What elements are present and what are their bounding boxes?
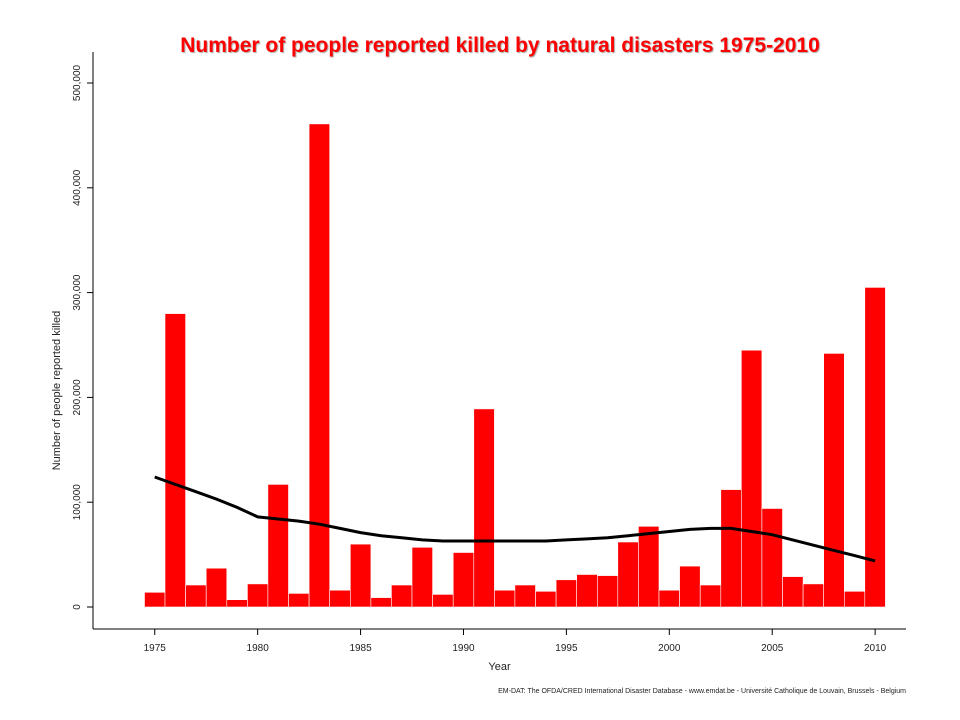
bar-1984	[329, 589, 351, 608]
bar-2007	[802, 583, 824, 608]
bar-1989	[432, 594, 454, 608]
bar-1979	[226, 599, 248, 608]
bars-group	[144, 123, 886, 608]
bar-1988	[411, 546, 433, 608]
bar-1983	[308, 123, 331, 608]
axes-group: 1975 1980 1985 1990 1995 2000 2005 2010 0 100,000…	[72, 52, 906, 654]
bar-1997	[596, 575, 619, 608]
bar-1994	[535, 590, 557, 608]
bar-2010	[864, 287, 886, 608]
x-tick-label-2000: 2000	[658, 643, 681, 654]
y-tick-label-300000: 300,000	[72, 274, 83, 311]
x-tick-label-1985: 1985	[349, 643, 372, 654]
x-tick-label-1980: 1980	[247, 643, 270, 654]
bar-1996	[576, 574, 598, 608]
bar-1986	[370, 597, 392, 608]
bar-1999	[638, 525, 660, 608]
bar-2003	[720, 489, 742, 608]
y-tick-label-500000: 500,000	[72, 64, 83, 101]
bar-1998	[617, 541, 639, 608]
y-tick-label-200000: 200,000	[72, 379, 83, 416]
bar-2001	[679, 565, 701, 608]
y-tick-label-400000: 400,000	[72, 169, 83, 206]
y-tick-label-100000: 100,000	[72, 484, 83, 521]
bar-1977	[185, 584, 207, 608]
y-tick-label-0: 0	[72, 604, 83, 610]
bar-1985	[349, 543, 372, 608]
bar-1978	[205, 567, 228, 608]
bar-2009	[843, 590, 866, 608]
trend-line	[154, 475, 876, 563]
bar-1990	[452, 552, 475, 608]
x-tick-label-1975: 1975	[144, 643, 167, 654]
bar-1976	[164, 313, 186, 608]
x-tick-label-1990: 1990	[452, 643, 475, 654]
bar-2005	[761, 508, 783, 608]
bar-1993	[514, 584, 536, 608]
bar-2008	[823, 353, 845, 608]
bar-1995	[555, 579, 577, 608]
bar-2004	[740, 349, 763, 608]
bar-1980	[247, 583, 269, 608]
x-tick-label-2010: 2010	[864, 643, 887, 654]
y-axis-label: Number of people reported killed	[51, 311, 63, 471]
x-tick-label-2005: 2005	[761, 643, 784, 654]
bar-1987	[391, 584, 413, 608]
chart-title: Number of people reported killed by natu…	[180, 34, 820, 57]
bar-1991	[473, 408, 495, 608]
x-axis-label: Year	[488, 661, 511, 673]
source-text: EM-DAT: The OFDA/CRED International Disa…	[498, 688, 906, 695]
bar-1982	[288, 593, 310, 608]
bar-2006	[782, 576, 804, 608]
bar-2002	[699, 584, 722, 608]
bar-1981	[267, 484, 289, 608]
bar-1992	[494, 589, 516, 608]
bar-1975	[144, 591, 166, 608]
bar-2000	[658, 589, 680, 608]
x-tick-label-1995: 1995	[555, 643, 578, 654]
